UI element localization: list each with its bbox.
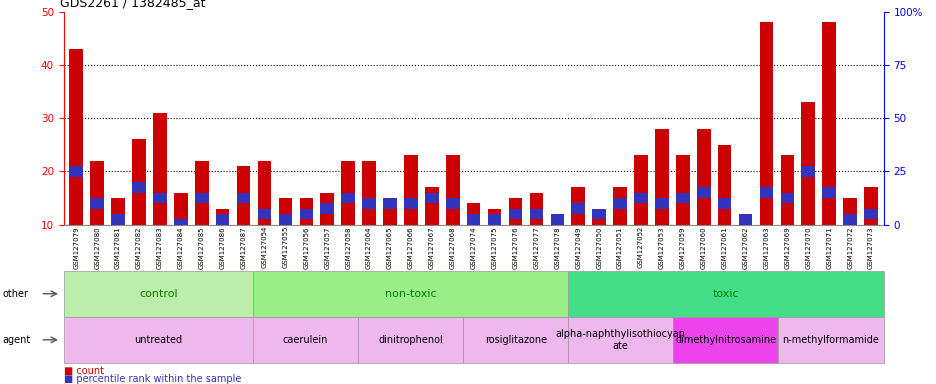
- Bar: [300, 209, 313, 219]
- Bar: [403, 156, 417, 225]
- Bar: [153, 113, 167, 225]
- Bar: [425, 193, 438, 204]
- Bar: [675, 193, 689, 204]
- Bar: [738, 214, 752, 225]
- Text: agent: agent: [3, 335, 31, 345]
- Text: control: control: [139, 289, 178, 299]
- Bar: [153, 193, 167, 204]
- Bar: [362, 198, 375, 209]
- Bar: [508, 198, 521, 225]
- Bar: [592, 209, 606, 219]
- Bar: [508, 209, 521, 219]
- Bar: [780, 193, 794, 204]
- Bar: [863, 209, 877, 219]
- Bar: [800, 102, 814, 225]
- Bar: [403, 198, 417, 209]
- Bar: [90, 198, 104, 209]
- Bar: [717, 198, 731, 209]
- Text: ■ count: ■ count: [64, 366, 104, 376]
- Bar: [822, 187, 835, 198]
- Bar: [237, 166, 250, 225]
- Bar: [215, 209, 229, 225]
- Bar: [195, 193, 209, 204]
- Text: non-toxic: non-toxic: [385, 289, 436, 299]
- Bar: [550, 214, 563, 225]
- Bar: [863, 187, 877, 225]
- Text: ■ percentile rank within the sample: ■ percentile rank within the sample: [64, 374, 241, 384]
- Bar: [466, 204, 480, 225]
- Text: dimethylnitrosamine: dimethylnitrosamine: [675, 335, 776, 345]
- Bar: [571, 187, 584, 225]
- Text: alpha-naphthylisothiocyan
ate: alpha-naphthylisothiocyan ate: [555, 329, 685, 351]
- Bar: [738, 214, 752, 225]
- Bar: [215, 214, 229, 225]
- Bar: [300, 198, 313, 225]
- Bar: [696, 129, 709, 225]
- Bar: [759, 187, 772, 198]
- Bar: [529, 209, 543, 219]
- Bar: [278, 214, 292, 225]
- Bar: [132, 139, 146, 225]
- Bar: [174, 219, 187, 230]
- Text: n-methylformamide: n-methylformamide: [782, 335, 879, 345]
- Bar: [842, 214, 856, 225]
- Bar: [842, 198, 856, 225]
- Bar: [634, 156, 647, 225]
- Bar: [529, 193, 543, 225]
- Bar: [69, 166, 83, 177]
- Bar: [488, 209, 501, 225]
- Bar: [550, 214, 563, 225]
- Bar: [425, 187, 438, 225]
- Text: toxic: toxic: [712, 289, 739, 299]
- Bar: [257, 209, 271, 219]
- Bar: [822, 22, 835, 225]
- Bar: [592, 209, 606, 225]
- Bar: [654, 129, 668, 225]
- Bar: [320, 193, 334, 225]
- Bar: [612, 187, 626, 225]
- Bar: [341, 193, 355, 204]
- Bar: [654, 198, 668, 209]
- Text: GDS2261 / 1382485_at: GDS2261 / 1382485_at: [60, 0, 205, 9]
- Bar: [111, 214, 124, 225]
- Bar: [111, 198, 124, 225]
- Bar: [759, 22, 772, 225]
- Bar: [362, 161, 375, 225]
- Bar: [174, 193, 187, 225]
- Bar: [488, 214, 501, 225]
- Bar: [571, 204, 584, 214]
- Bar: [675, 156, 689, 225]
- Bar: [634, 193, 647, 204]
- Bar: [90, 161, 104, 225]
- Bar: [132, 182, 146, 193]
- Text: dinitrophenol: dinitrophenol: [378, 335, 443, 345]
- Bar: [383, 198, 396, 225]
- Bar: [780, 156, 794, 225]
- Text: caerulein: caerulein: [283, 335, 328, 345]
- Bar: [320, 204, 334, 214]
- Text: other: other: [3, 289, 29, 299]
- Bar: [612, 198, 626, 209]
- Bar: [446, 198, 459, 209]
- Text: rosiglitazone: rosiglitazone: [484, 335, 547, 345]
- Bar: [696, 187, 709, 198]
- Bar: [383, 198, 396, 209]
- Bar: [800, 166, 814, 177]
- Bar: [257, 161, 271, 225]
- Bar: [466, 214, 480, 225]
- Bar: [69, 49, 83, 225]
- Bar: [278, 198, 292, 225]
- Bar: [237, 193, 250, 204]
- Bar: [341, 161, 355, 225]
- Bar: [446, 156, 459, 225]
- Text: untreated: untreated: [134, 335, 183, 345]
- Bar: [717, 145, 731, 225]
- Bar: [195, 161, 209, 225]
